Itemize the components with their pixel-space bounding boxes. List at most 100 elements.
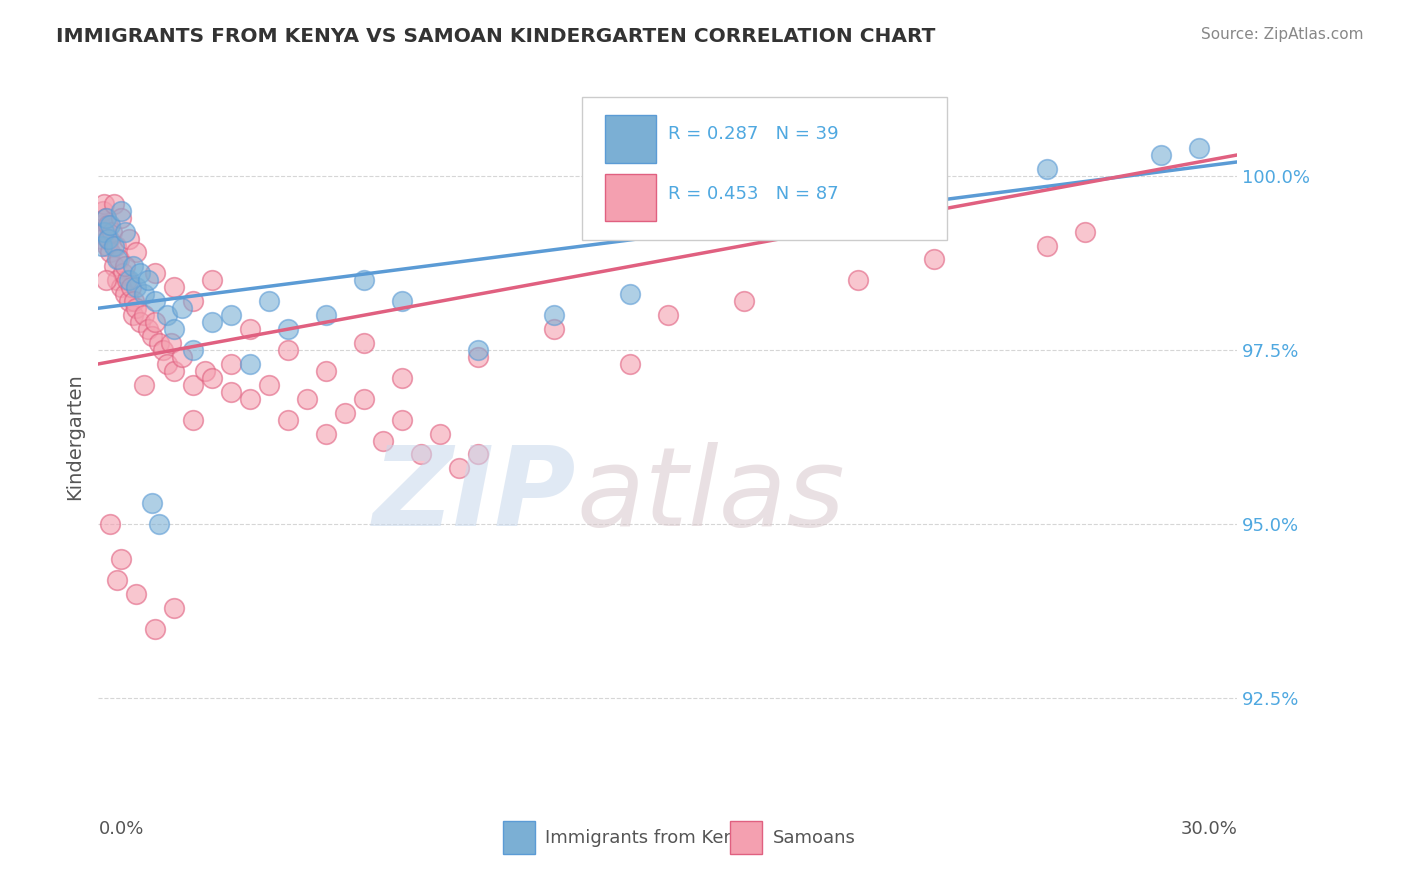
Point <box>221 308 243 322</box>
Bar <box>731 822 762 854</box>
Point <box>114 225 136 239</box>
Point <box>91 203 114 218</box>
Point <box>239 322 262 336</box>
Point <box>429 426 451 441</box>
Point <box>259 377 281 392</box>
Point <box>619 287 641 301</box>
Point <box>97 231 120 245</box>
Text: R = 0.287   N = 39: R = 0.287 N = 39 <box>668 125 838 143</box>
Point <box>201 371 224 385</box>
Point <box>118 231 141 245</box>
Point <box>152 343 174 357</box>
Point <box>277 343 299 357</box>
Point <box>104 238 127 252</box>
Bar <box>503 822 534 854</box>
Point <box>103 260 125 274</box>
Point <box>110 211 132 225</box>
Point <box>125 280 148 294</box>
Point <box>315 426 337 441</box>
Point <box>114 287 136 301</box>
Text: Immigrants from Kenya: Immigrants from Kenya <box>546 829 756 847</box>
Point <box>129 266 152 280</box>
Point <box>221 357 243 371</box>
Point <box>277 412 299 426</box>
Point <box>100 225 122 239</box>
Text: ZIP: ZIP <box>373 442 576 549</box>
Point <box>467 350 489 364</box>
Point <box>183 377 205 392</box>
Point <box>121 260 143 274</box>
Point <box>145 622 167 636</box>
Point <box>163 280 186 294</box>
Point <box>112 266 135 280</box>
Point <box>145 315 167 329</box>
Point <box>353 336 375 351</box>
Point <box>91 238 114 252</box>
Point <box>163 364 186 378</box>
Point <box>132 308 155 322</box>
Point <box>371 434 394 448</box>
Point <box>136 322 159 336</box>
Point <box>94 211 117 225</box>
Text: 0.0%: 0.0% <box>98 821 143 838</box>
Point <box>183 412 205 426</box>
Point <box>129 315 152 329</box>
Point <box>98 218 121 232</box>
Point <box>107 573 129 587</box>
Point <box>447 461 470 475</box>
Point <box>107 252 129 267</box>
Point <box>94 273 117 287</box>
Point <box>315 308 337 322</box>
Text: Source: ZipAtlas.com: Source: ZipAtlas.com <box>1201 27 1364 42</box>
Point <box>94 225 117 239</box>
Point <box>93 225 115 239</box>
Point <box>98 517 121 532</box>
Point <box>353 273 375 287</box>
Point <box>141 496 163 510</box>
Point <box>114 260 136 274</box>
Point <box>170 350 193 364</box>
Point <box>148 517 170 532</box>
Point <box>145 294 167 309</box>
Point <box>108 252 131 267</box>
Point <box>125 301 148 316</box>
Point <box>922 155 945 169</box>
Point <box>121 308 143 322</box>
Point <box>221 384 243 399</box>
Point <box>115 273 138 287</box>
Point <box>391 412 413 426</box>
Point <box>411 448 433 462</box>
Point <box>98 245 121 260</box>
Text: 30.0%: 30.0% <box>1181 821 1237 838</box>
Point <box>156 357 179 371</box>
Point <box>467 343 489 357</box>
Point <box>103 238 125 252</box>
Point <box>156 308 179 322</box>
Point <box>467 448 489 462</box>
Point <box>125 245 148 260</box>
Point <box>1036 238 1059 252</box>
Point <box>391 294 413 309</box>
Point <box>353 392 375 406</box>
Point <box>170 301 193 316</box>
Point <box>1188 141 1211 155</box>
Text: R = 0.453   N = 87: R = 0.453 N = 87 <box>668 186 838 203</box>
Y-axis label: Kindergarten: Kindergarten <box>66 374 84 500</box>
Point <box>543 322 565 336</box>
Point <box>201 315 224 329</box>
Point <box>543 308 565 322</box>
Point <box>335 406 357 420</box>
Point <box>159 336 181 351</box>
Bar <box>605 115 657 163</box>
Point <box>94 211 117 225</box>
Point <box>118 294 141 309</box>
Point <box>91 231 114 245</box>
Point <box>1074 225 1097 239</box>
Point <box>239 392 262 406</box>
Point <box>183 294 205 309</box>
Point <box>297 392 319 406</box>
Point <box>148 336 170 351</box>
Point <box>922 252 945 267</box>
Point <box>239 357 262 371</box>
Point <box>1150 148 1173 162</box>
